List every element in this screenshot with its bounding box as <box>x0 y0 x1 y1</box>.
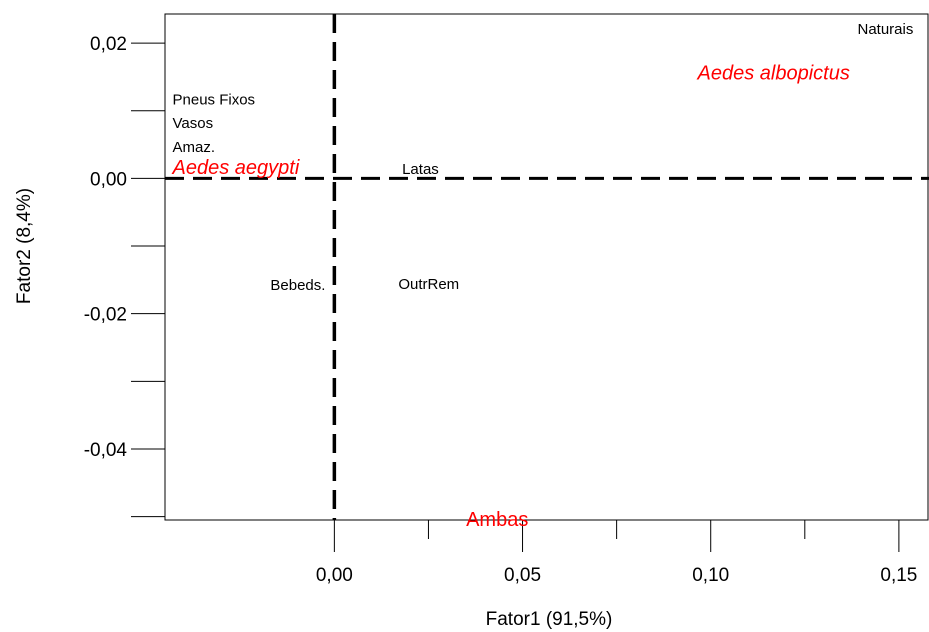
y-tick-label: 0,02 <box>90 34 127 55</box>
y-tick-label: -0,02 <box>84 305 127 326</box>
container-label: Amaz. <box>173 139 216 156</box>
species-label: Aedes aegypti <box>172 157 300 179</box>
container-label: Latas <box>402 161 439 178</box>
point-labels: Naturais Pneus Fixos Vasos Amaz. Latas Bebeds… <box>172 21 914 531</box>
x-tick-label: 0,00 <box>316 565 353 586</box>
y-tick-label: -0,04 <box>84 440 128 461</box>
y-axis-title: Fator2 (8,4%) <box>14 188 35 304</box>
group-label: Ambas <box>466 509 528 531</box>
x-tick-label: 0,10 <box>692 565 729 586</box>
container-label: Vasos <box>173 115 214 132</box>
container-label: Naturais <box>857 21 913 38</box>
x-tick-label: 0,15 <box>880 565 917 586</box>
reference-lines <box>165 14 929 520</box>
y-axis: 0,02 0,00 -0,02 -0,04 <box>84 34 165 518</box>
plot-frame <box>164 13 929 521</box>
container-label: OutrRem <box>398 276 459 293</box>
x-axis: 0,00 0,05 0,10 0,15 <box>316 520 917 586</box>
container-label: Pneus Fixos <box>173 92 256 109</box>
y-tick-label: 0,00 <box>90 169 127 190</box>
x-axis-title: Fator1 (91,5%) <box>486 609 613 630</box>
species-label: Aedes albopictus <box>697 63 850 85</box>
container-label: Bebeds. <box>270 277 325 294</box>
x-tick-label: 0,05 <box>504 565 541 586</box>
plot-border <box>164 13 929 521</box>
